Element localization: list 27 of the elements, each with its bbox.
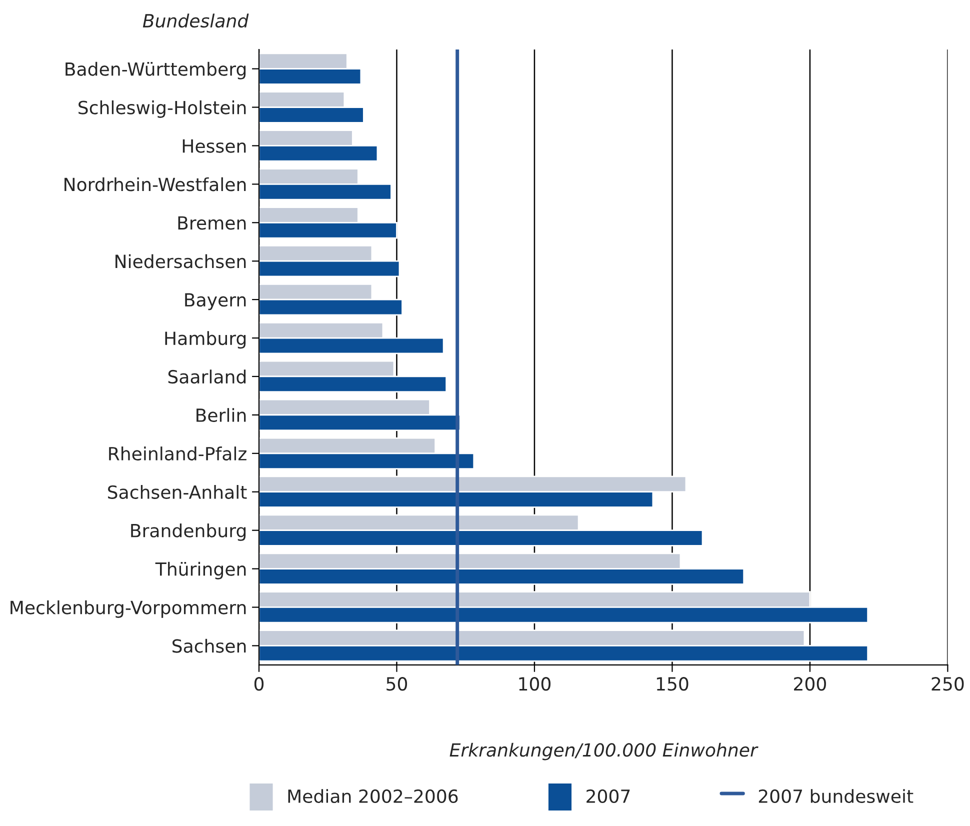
legend-label: Median 2002–2006 [288,789,458,804]
y-tick-label: Sachsen-Anhalt [108,485,247,499]
y-tick-label: Schleswig-Holstein [78,100,246,118]
y-tick-label: Sachsen [172,638,246,653]
x-tick-label: 50 [386,677,408,691]
y-tick-label: Nordrhein-Westfalen [64,177,246,192]
y-tick-label: Rheinland-Pfalz [109,446,246,461]
x-tick-label: 250 [932,677,964,691]
y-tick-label: Hamburg [165,331,246,349]
y-tick-label: Saarland [168,370,246,384]
x-tick-label: 0 [254,677,264,691]
y-tick-label: Hessen [182,139,246,153]
x-tick-label: 150 [656,677,688,691]
y-tick-label: Berlin [196,408,246,422]
y-tick-label: Brandenburg [131,523,246,541]
y-tick-label: Bayern [185,293,246,310]
y-tick-label: Bremen [178,216,246,230]
y-tick-label: Baden-Württemberg [66,62,246,80]
y-tick-label: Thüringen [155,562,246,580]
legend-label: 2007 [586,789,630,804]
y-axis-title: Bundesland [142,14,249,28]
y-tick-label: Mecklenburg-Vorpommern [10,600,246,618]
legend-label: 2007 bundesweit [758,789,914,804]
y-tick-label: Niedersachsen [116,254,246,268]
x-tick-label: 100 [519,677,550,691]
x-tick-label: 200 [794,677,826,691]
x-axis-title: Erkrankungen/100.000 Einwohner [450,742,758,760]
